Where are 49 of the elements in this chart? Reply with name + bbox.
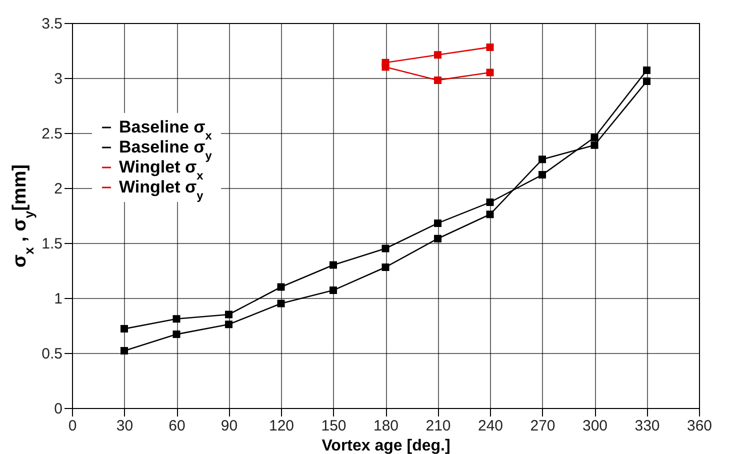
point [590, 141, 598, 149]
y-tick-label: 0.5 [42, 346, 62, 362]
point [538, 156, 546, 164]
point [434, 51, 442, 59]
x-tick-label: 150 [321, 418, 346, 434]
point [172, 315, 180, 323]
point [486, 68, 494, 76]
x-tick-label: 60 [168, 418, 186, 434]
x-tick-label: 120 [268, 418, 294, 434]
point [486, 210, 494, 218]
point [590, 134, 598, 142]
point [486, 43, 494, 51]
point [225, 310, 232, 318]
point [382, 263, 390, 271]
x-tick-label: 300 [582, 418, 608, 434]
y-tick-label: 2.5 [42, 126, 62, 142]
x-tick-label: 210 [426, 418, 451, 434]
y-tick-label: 1 [54, 290, 62, 308]
x-tick-label: 360 [686, 418, 712, 434]
y-tick-label: 3.5 [42, 16, 62, 32]
point [382, 244, 390, 252]
y-tick-label: 1.5 [42, 236, 62, 252]
point [643, 78, 650, 86]
x-tick-label: 270 [530, 418, 556, 434]
x-tick-label: 180 [373, 418, 399, 434]
point [486, 198, 494, 206]
y-tick-label: 2 [54, 180, 62, 198]
x-tick-label: 0 [68, 418, 77, 434]
y-tick-label: 0 [54, 400, 62, 418]
point [538, 171, 546, 179]
point [434, 219, 442, 227]
point [120, 325, 128, 333]
point [277, 300, 285, 308]
point [330, 261, 337, 269]
x-tick-label: 90 [220, 418, 238, 434]
y-tick-label: 3 [54, 70, 62, 88]
point [172, 330, 180, 338]
point [382, 58, 390, 66]
x-tick-label: 30 [116, 418, 134, 434]
point [225, 320, 232, 328]
point [434, 76, 442, 84]
x-axis-title: Vortex age [deg.] [322, 438, 450, 454]
x-tick-label: 330 [634, 418, 660, 434]
x-tick-label: 240 [478, 418, 504, 434]
point [277, 283, 285, 291]
point [120, 347, 128, 355]
point [643, 66, 650, 74]
point [434, 234, 442, 242]
point [330, 286, 337, 294]
